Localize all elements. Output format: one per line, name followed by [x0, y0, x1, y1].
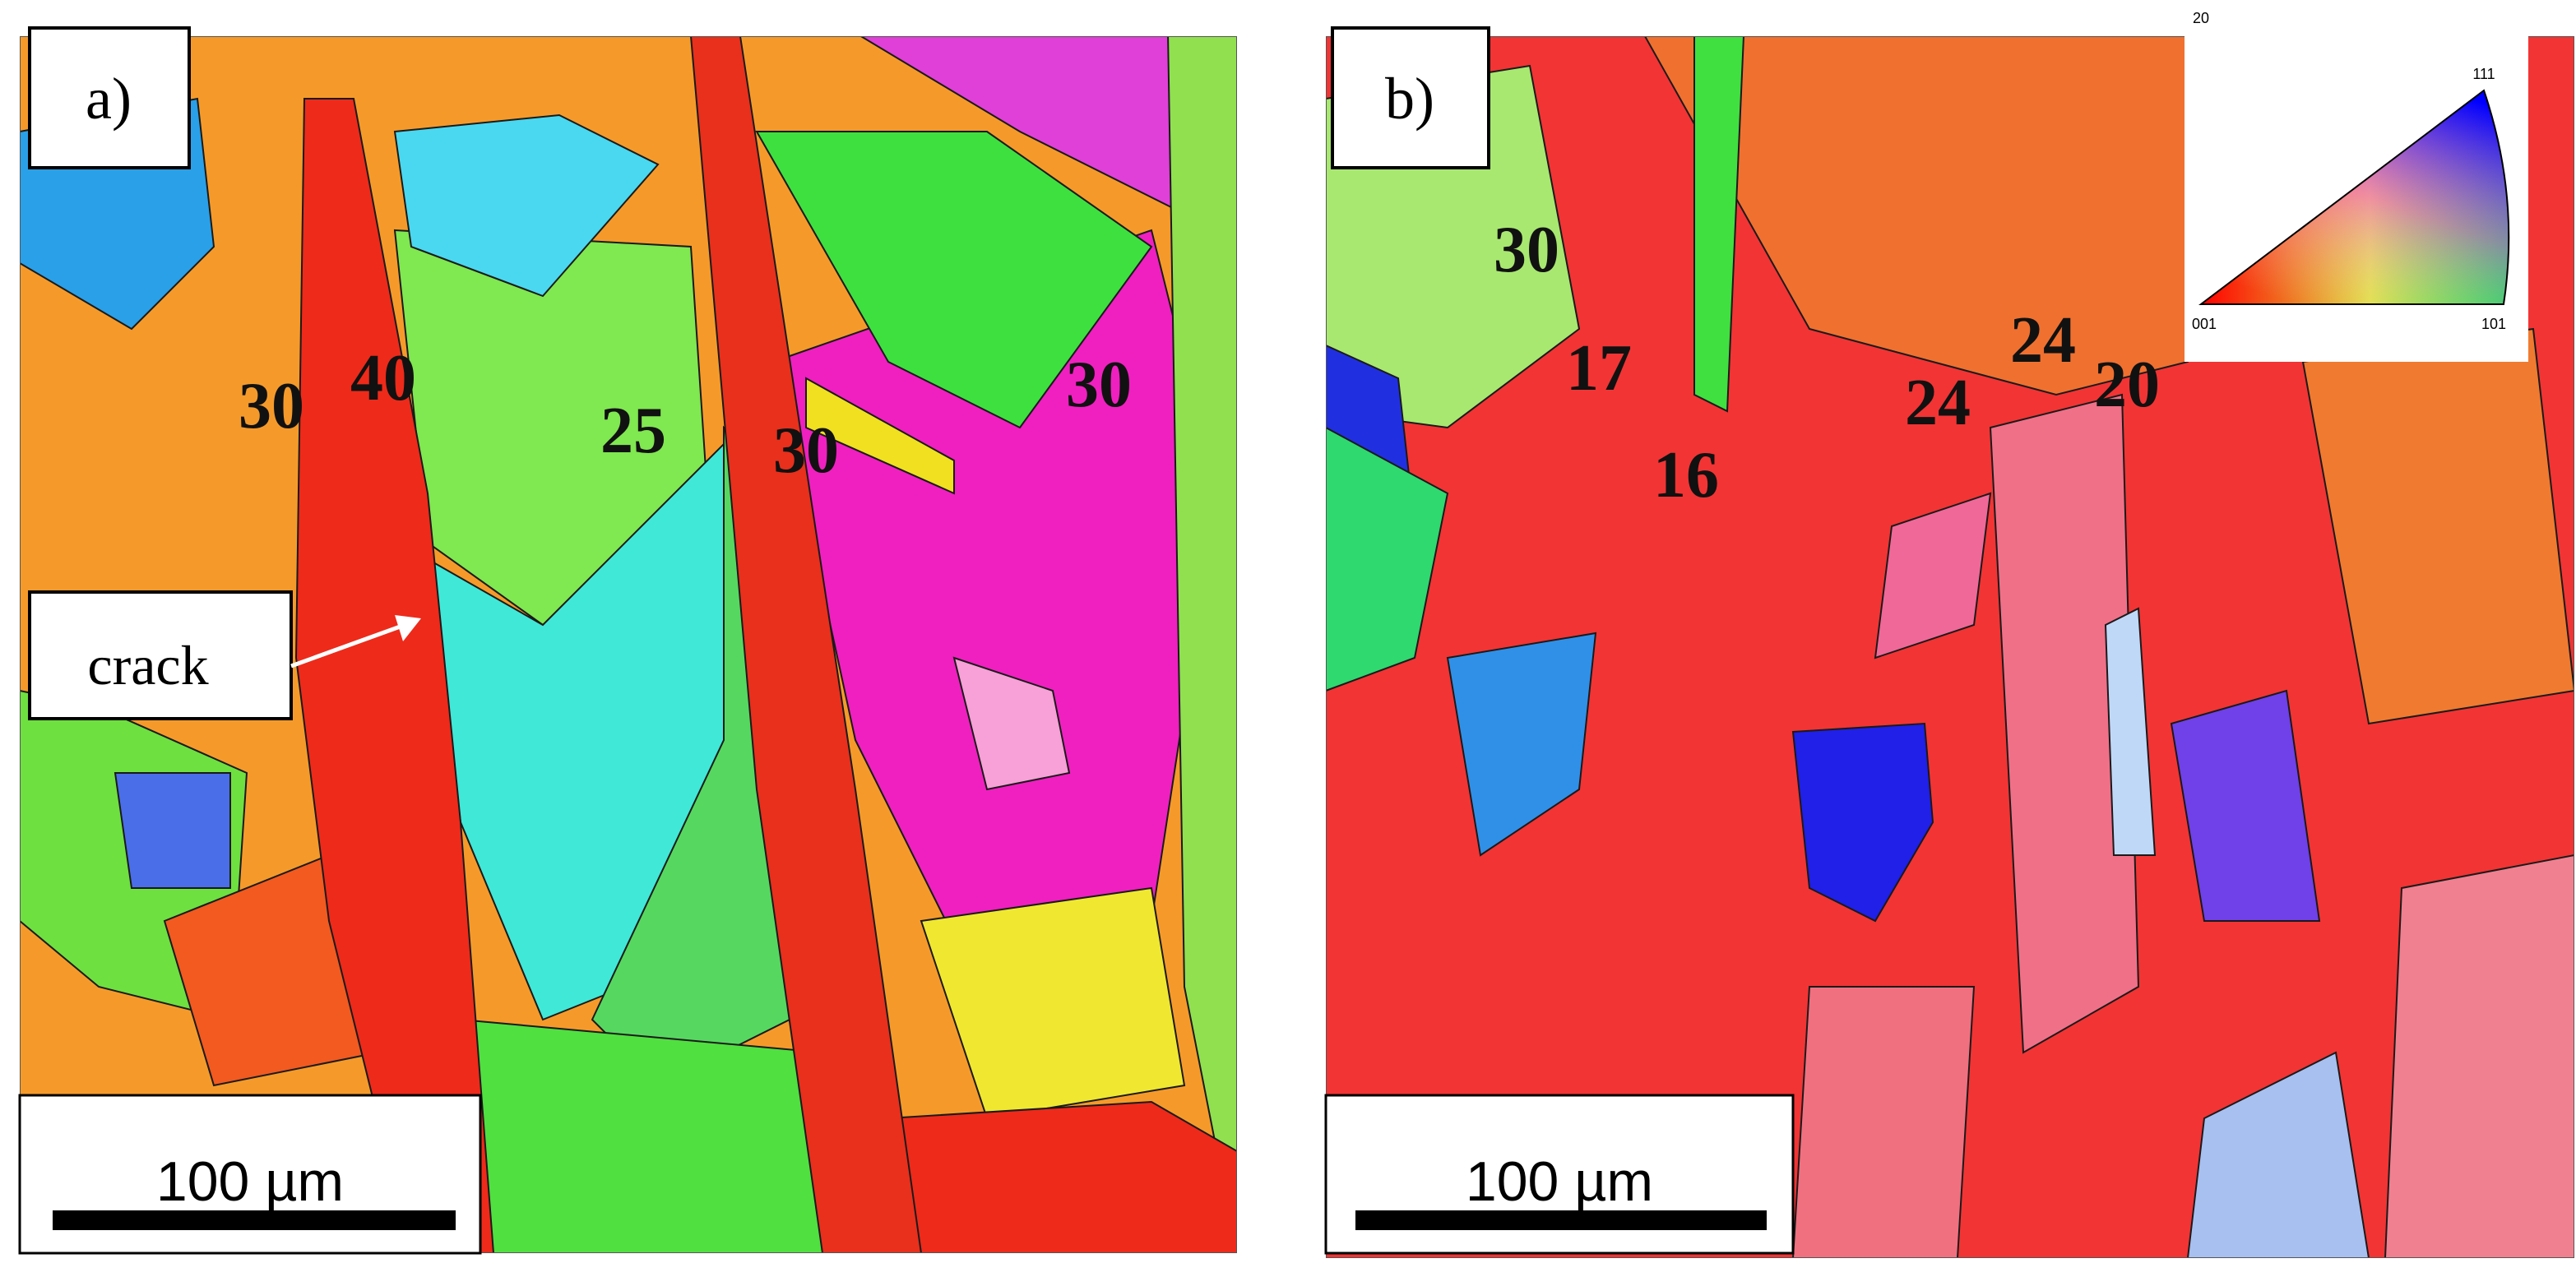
grain-label: 30 — [773, 414, 839, 487]
arrow-head — [395, 615, 421, 641]
grain — [114, 772, 231, 889]
grain — [755, 131, 1153, 429]
grain-label: 17 — [1566, 332, 1632, 405]
grain-label: 40 — [350, 342, 416, 414]
scale-bar — [53, 1210, 456, 1230]
ebsd-map-b — [1326, 36, 2574, 1258]
grain — [1326, 426, 1449, 692]
grain-label: 30 — [239, 370, 304, 442]
annotation-box — [28, 590, 293, 720]
grain — [805, 377, 955, 495]
ipf-legend: 20 111 001 101 — [2185, 8, 2528, 362]
grain — [2186, 1051, 2370, 1258]
grain — [1446, 632, 1597, 857]
scale-bar-label: 100 µm — [156, 1150, 344, 1213]
grain-label: 16 — [1653, 439, 1719, 511]
grain-label: 24 — [1905, 367, 1971, 439]
grain — [689, 36, 923, 1253]
label-box — [1331, 26, 1490, 169]
grain — [294, 98, 495, 1253]
grain — [1693, 36, 1745, 413]
grain-label: 30 — [1494, 214, 1559, 286]
scale-bar-label: 100 µm — [1466, 1150, 1653, 1213]
grain — [2104, 607, 2157, 856]
panel-label: b) — [1385, 66, 1434, 132]
grain — [1874, 492, 1992, 659]
annotation: crack — [87, 634, 208, 696]
grain — [1167, 36, 1237, 1253]
arrow — [290, 622, 405, 669]
ebsd-map-a — [20, 36, 1237, 1253]
grain-label: 24 — [2010, 304, 2076, 377]
grain — [1791, 986, 1976, 1258]
grain — [459, 1018, 823, 1253]
panel-label: a) — [86, 66, 132, 132]
grain — [1791, 722, 1934, 923]
legend-label: 001 — [2192, 316, 2217, 332]
legend-label: 111 — [2472, 66, 2495, 82]
grain — [952, 656, 1071, 791]
label-box — [28, 26, 191, 169]
grain — [887, 1100, 1237, 1253]
grain — [393, 113, 660, 298]
legend-label: 20 — [2193, 10, 2209, 26]
grain — [2384, 854, 2574, 1258]
legend-label: 101 — [2481, 316, 2506, 332]
ipf-triangle-overlay — [2198, 89, 2510, 305]
grain — [920, 886, 1186, 1120]
grain-label: 25 — [600, 395, 666, 467]
scale-bar — [1355, 1210, 1767, 1230]
grain — [1643, 36, 2189, 396]
grain-label: 20 — [2094, 349, 2160, 421]
grain — [1989, 393, 2140, 1054]
grain-label: 30 — [1066, 349, 1132, 421]
grain — [2170, 689, 2321, 922]
